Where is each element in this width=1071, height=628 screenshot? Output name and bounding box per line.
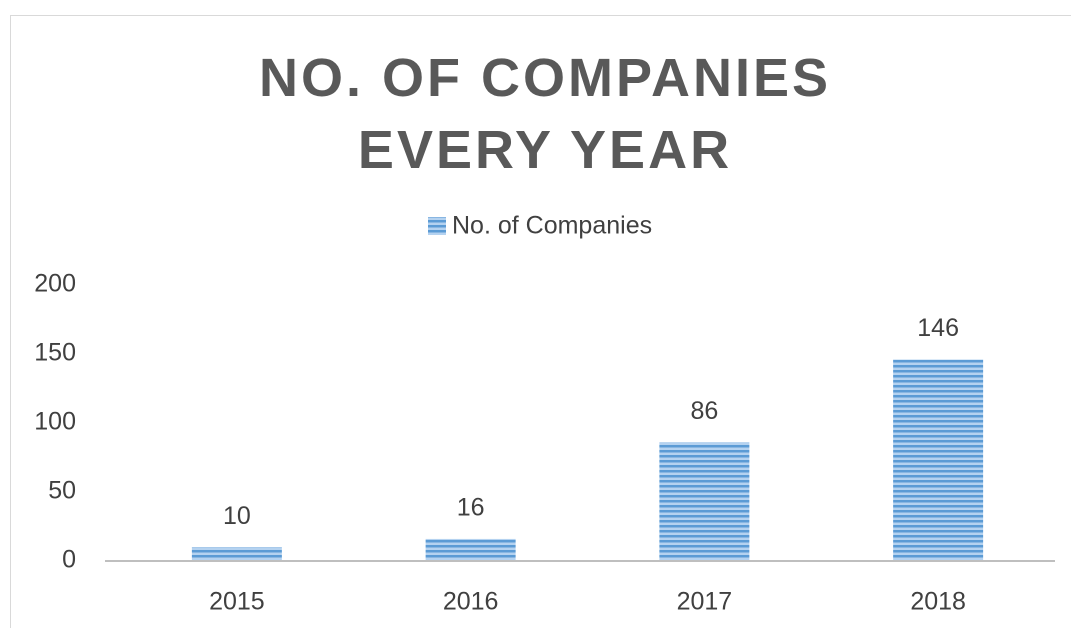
- data-label: 146: [917, 314, 959, 342]
- y-tick-label: 100: [34, 408, 76, 436]
- y-tick-label: 150: [34, 339, 76, 367]
- chart-border: [10, 15, 1071, 628]
- data-label: 86: [690, 397, 718, 425]
- y-tick-label: 200: [34, 270, 76, 298]
- legend-label: No. of Companies: [452, 212, 652, 240]
- legend-swatch: [428, 217, 446, 235]
- chart-title: NO. OF COMPANIES EVERY YEAR: [258, 48, 832, 180]
- data-label: 10: [223, 502, 251, 530]
- bar: [191, 547, 282, 561]
- data-label: 16: [457, 494, 485, 522]
- bar: [893, 359, 984, 561]
- y-tick-label: 0: [62, 546, 76, 574]
- x-tick-label: 2018: [910, 588, 966, 616]
- y-tick-label: 50: [48, 477, 76, 505]
- x-tick-label: 2017: [677, 588, 733, 616]
- bar: [659, 442, 750, 561]
- x-tick-label: 2016: [443, 588, 499, 616]
- bar: [425, 538, 516, 561]
- x-tick-label: 2015: [209, 588, 265, 616]
